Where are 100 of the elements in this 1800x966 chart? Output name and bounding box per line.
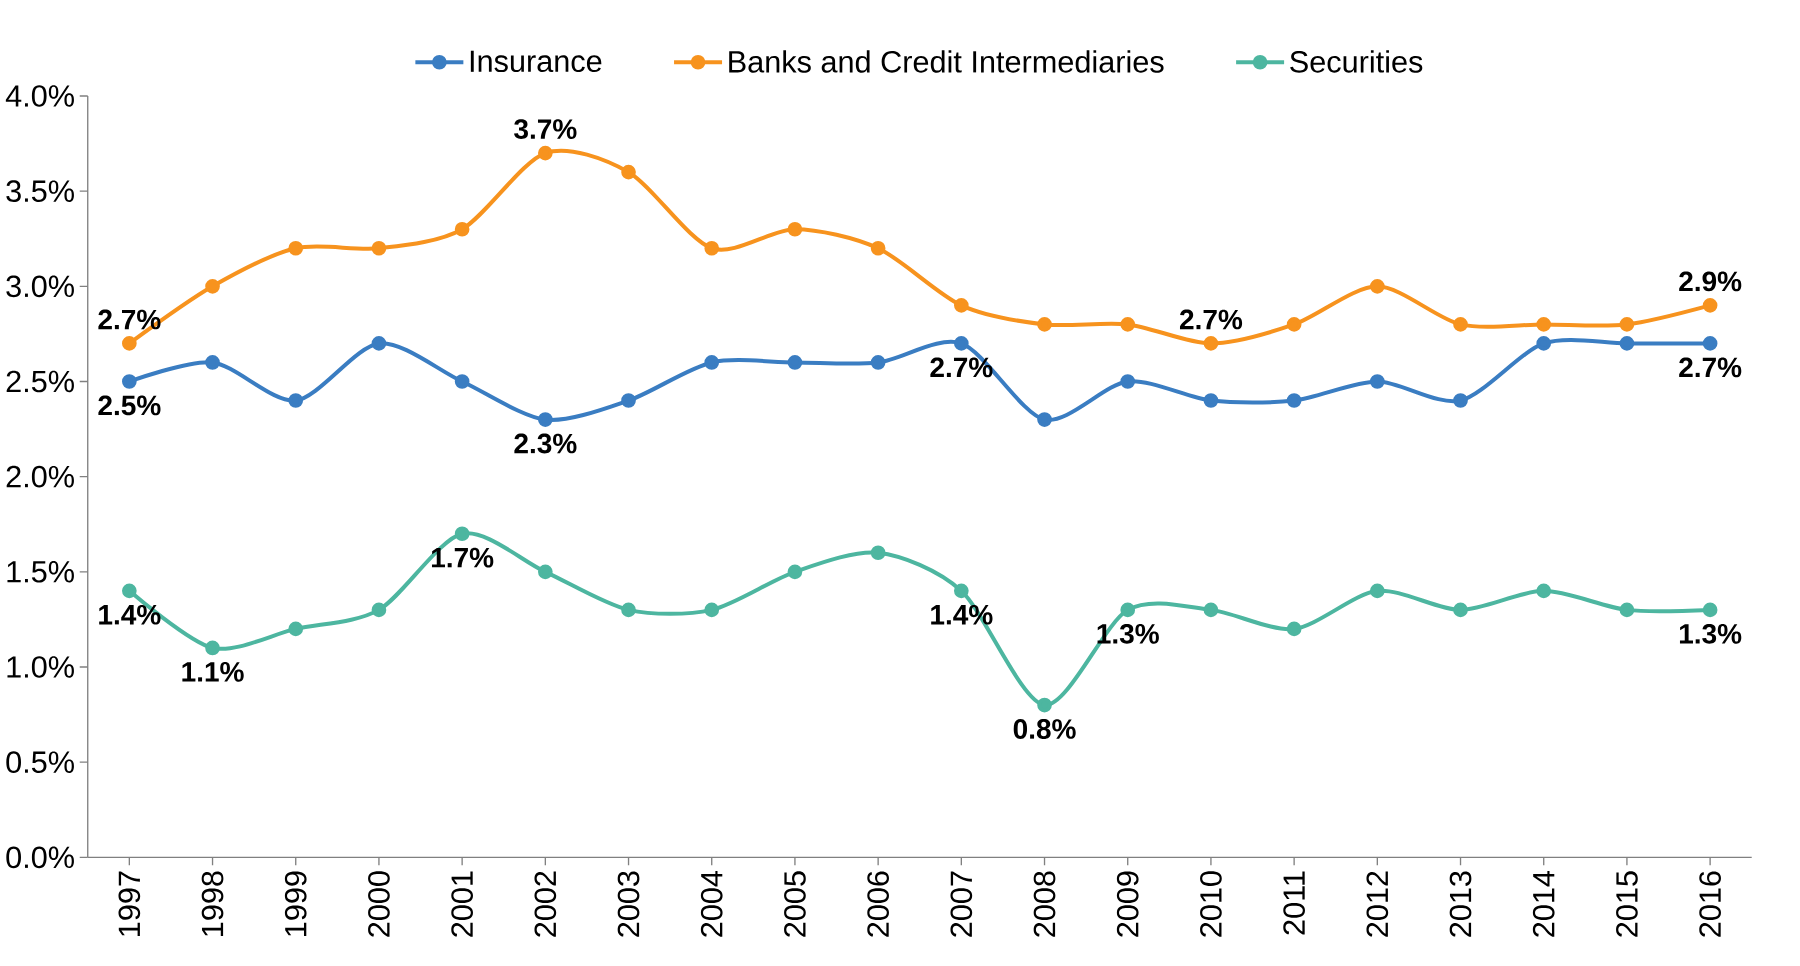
point: [538, 412, 553, 427]
point: [704, 355, 720, 370]
data-label: 2.7%: [1679, 357, 1742, 378]
point: [787, 564, 803, 580]
point: [1120, 374, 1136, 389]
data-label: 0.8%: [1013, 719, 1076, 739]
point: [1619, 602, 1635, 618]
point: [122, 583, 137, 599]
data-label: 1.4%: [99, 604, 161, 625]
point: [1536, 317, 1552, 332]
y-tick-label: 2.5%: [6, 370, 74, 393]
point: [1120, 602, 1136, 618]
point: [870, 240, 886, 256]
y-tick-label: 4.0%: [5, 85, 74, 107]
point: [371, 336, 387, 351]
x-tick-label: 2012: [1366, 871, 1389, 937]
point: [954, 298, 969, 313]
data-label: 2.7%: [98, 309, 161, 330]
x-tick-label: 2015: [1616, 871, 1638, 937]
x-tick-label: 2002: [534, 871, 557, 937]
point: [1203, 336, 1219, 351]
x-tick-label: 2001: [451, 871, 473, 937]
data-label: 3.7%: [514, 119, 577, 140]
point: [371, 602, 387, 618]
point: [288, 240, 304, 256]
y-tick-label: 1.0%: [7, 656, 74, 678]
data-label: 1.1%: [182, 661, 244, 682]
x-tick-label: 1999: [284, 871, 307, 936]
point: [1203, 393, 1219, 408]
x-tick-label: 2011: [1283, 871, 1305, 935]
point: [1536, 583, 1552, 599]
point: [205, 278, 220, 294]
x-tick-label: 2009: [1116, 871, 1139, 937]
point: [288, 621, 304, 637]
x-tick-label: 2013: [1449, 871, 1472, 937]
point: [122, 374, 137, 389]
y-tick-label: 0.0%: [6, 846, 74, 869]
point: [1453, 602, 1468, 618]
point: [1369, 374, 1385, 389]
data-label: 1.3%: [1679, 623, 1742, 644]
point: [621, 164, 636, 180]
legend-label: Banks and Credit Intermediaries: [729, 50, 1164, 73]
x-tick-label: 2005: [784, 871, 806, 937]
data-label: 1.7%: [431, 547, 494, 568]
point: [954, 336, 969, 351]
x-tick-label: 2010: [1200, 871, 1222, 937]
legend-label: Securities: [1290, 50, 1423, 73]
point: [205, 355, 220, 370]
point: [787, 355, 803, 370]
y-tick-label: 2.0%: [6, 465, 74, 488]
x-tick-label: 1997: [118, 871, 141, 936]
point: [1286, 621, 1302, 637]
point: [704, 240, 720, 256]
point: [1037, 412, 1052, 427]
point: [454, 374, 470, 389]
legend-label: Insurance: [470, 50, 602, 73]
point: [538, 145, 553, 161]
point: [1120, 317, 1136, 332]
y-tick-label: 0.5%: [6, 751, 74, 773]
x-tick-label: 2006: [867, 871, 889, 937]
point: [205, 640, 220, 656]
data-label: 2.9%: [1679, 271, 1742, 292]
x-tick-label: 2003: [617, 871, 640, 937]
x-tick-label: 1998: [201, 871, 224, 936]
y-tick-label: 3.5%: [6, 180, 74, 203]
point: [704, 602, 720, 618]
x-tick-label: 2014: [1532, 870, 1555, 937]
point: [1702, 336, 1718, 351]
point: [1369, 583, 1385, 599]
point: [787, 221, 803, 237]
point: [621, 393, 636, 408]
point: [1037, 697, 1052, 713]
point: [454, 221, 470, 237]
point: [954, 583, 969, 599]
point: [1702, 602, 1718, 618]
data-label: 2.7%: [1179, 309, 1243, 330]
data-label: 2.5%: [98, 395, 161, 416]
data-label: 2.3%: [514, 433, 577, 454]
point: [621, 602, 636, 618]
point: [1037, 317, 1052, 332]
point: [538, 564, 553, 580]
point: [1619, 317, 1635, 332]
point: [1453, 317, 1468, 332]
point: [288, 393, 304, 408]
point: [1453, 393, 1468, 408]
point: [1619, 336, 1635, 351]
point: [1536, 336, 1552, 351]
point: [1369, 278, 1385, 294]
x-tick-label: 2008: [1033, 871, 1056, 937]
point: [1203, 602, 1219, 618]
y-tick-label: 3.0%: [6, 275, 74, 298]
point: [1286, 317, 1302, 332]
x-tick-label: 2000: [368, 871, 390, 937]
point: [870, 545, 886, 561]
x-tick-label: 2007: [950, 871, 973, 937]
point: [122, 336, 137, 351]
point: [454, 526, 470, 542]
point: [870, 355, 886, 370]
point: [1286, 393, 1302, 408]
point: [1702, 298, 1718, 313]
